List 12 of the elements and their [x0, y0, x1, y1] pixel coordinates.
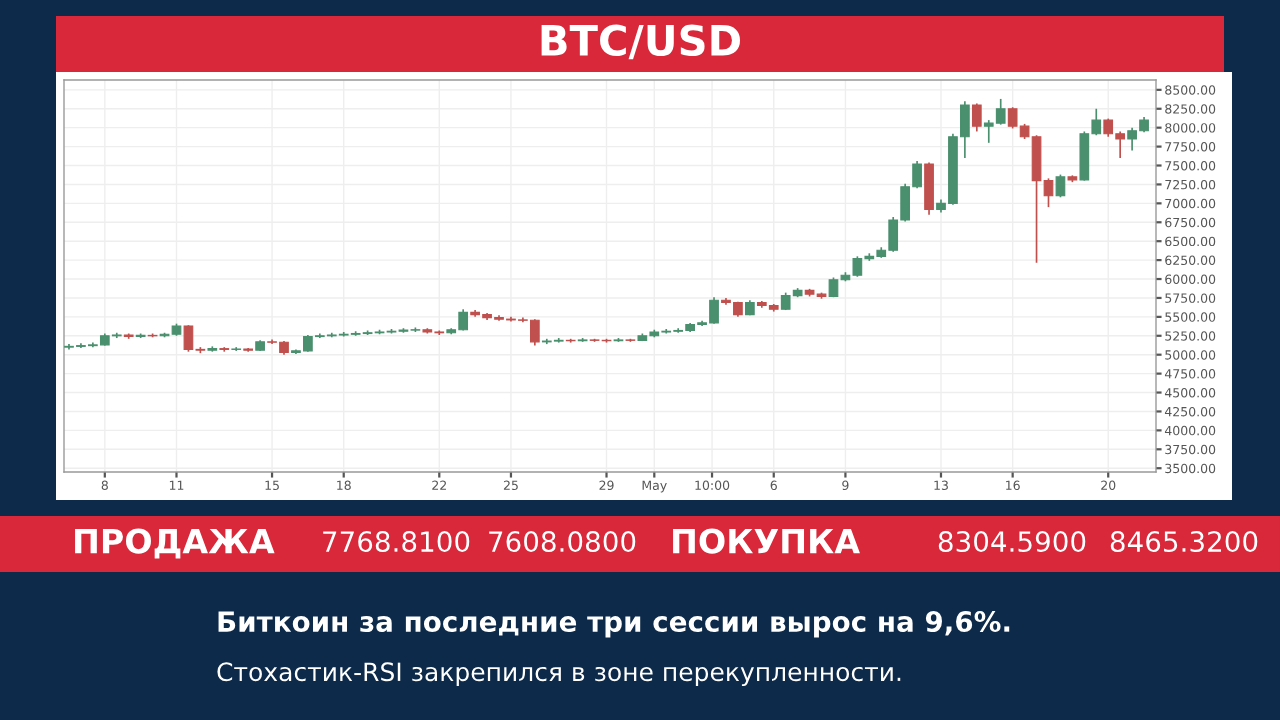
- text: 7608.0800: [489, 531, 636, 553]
- text: ПРОДАЖА: [75, 528, 275, 559]
- chart-title: BTC/USD: [541, 24, 741, 60]
- text: ПОКУПКА: [673, 528, 860, 554]
- candlestick: [924, 161, 934, 216]
- text: Стохастик-RSI закрепился в зоне перекупленности.: [217, 662, 901, 687]
- text: 7768.8100: [323, 531, 470, 553]
- text: 8465.3200: [1110, 531, 1258, 553]
- text: Биткоин за последние три сессии вырос на 9,6%.: [218, 611, 1010, 638]
- candlestick: [971, 102, 982, 133]
- candlestick: [1055, 173, 1066, 199]
- text: 8304.5900: [938, 531, 1086, 553]
